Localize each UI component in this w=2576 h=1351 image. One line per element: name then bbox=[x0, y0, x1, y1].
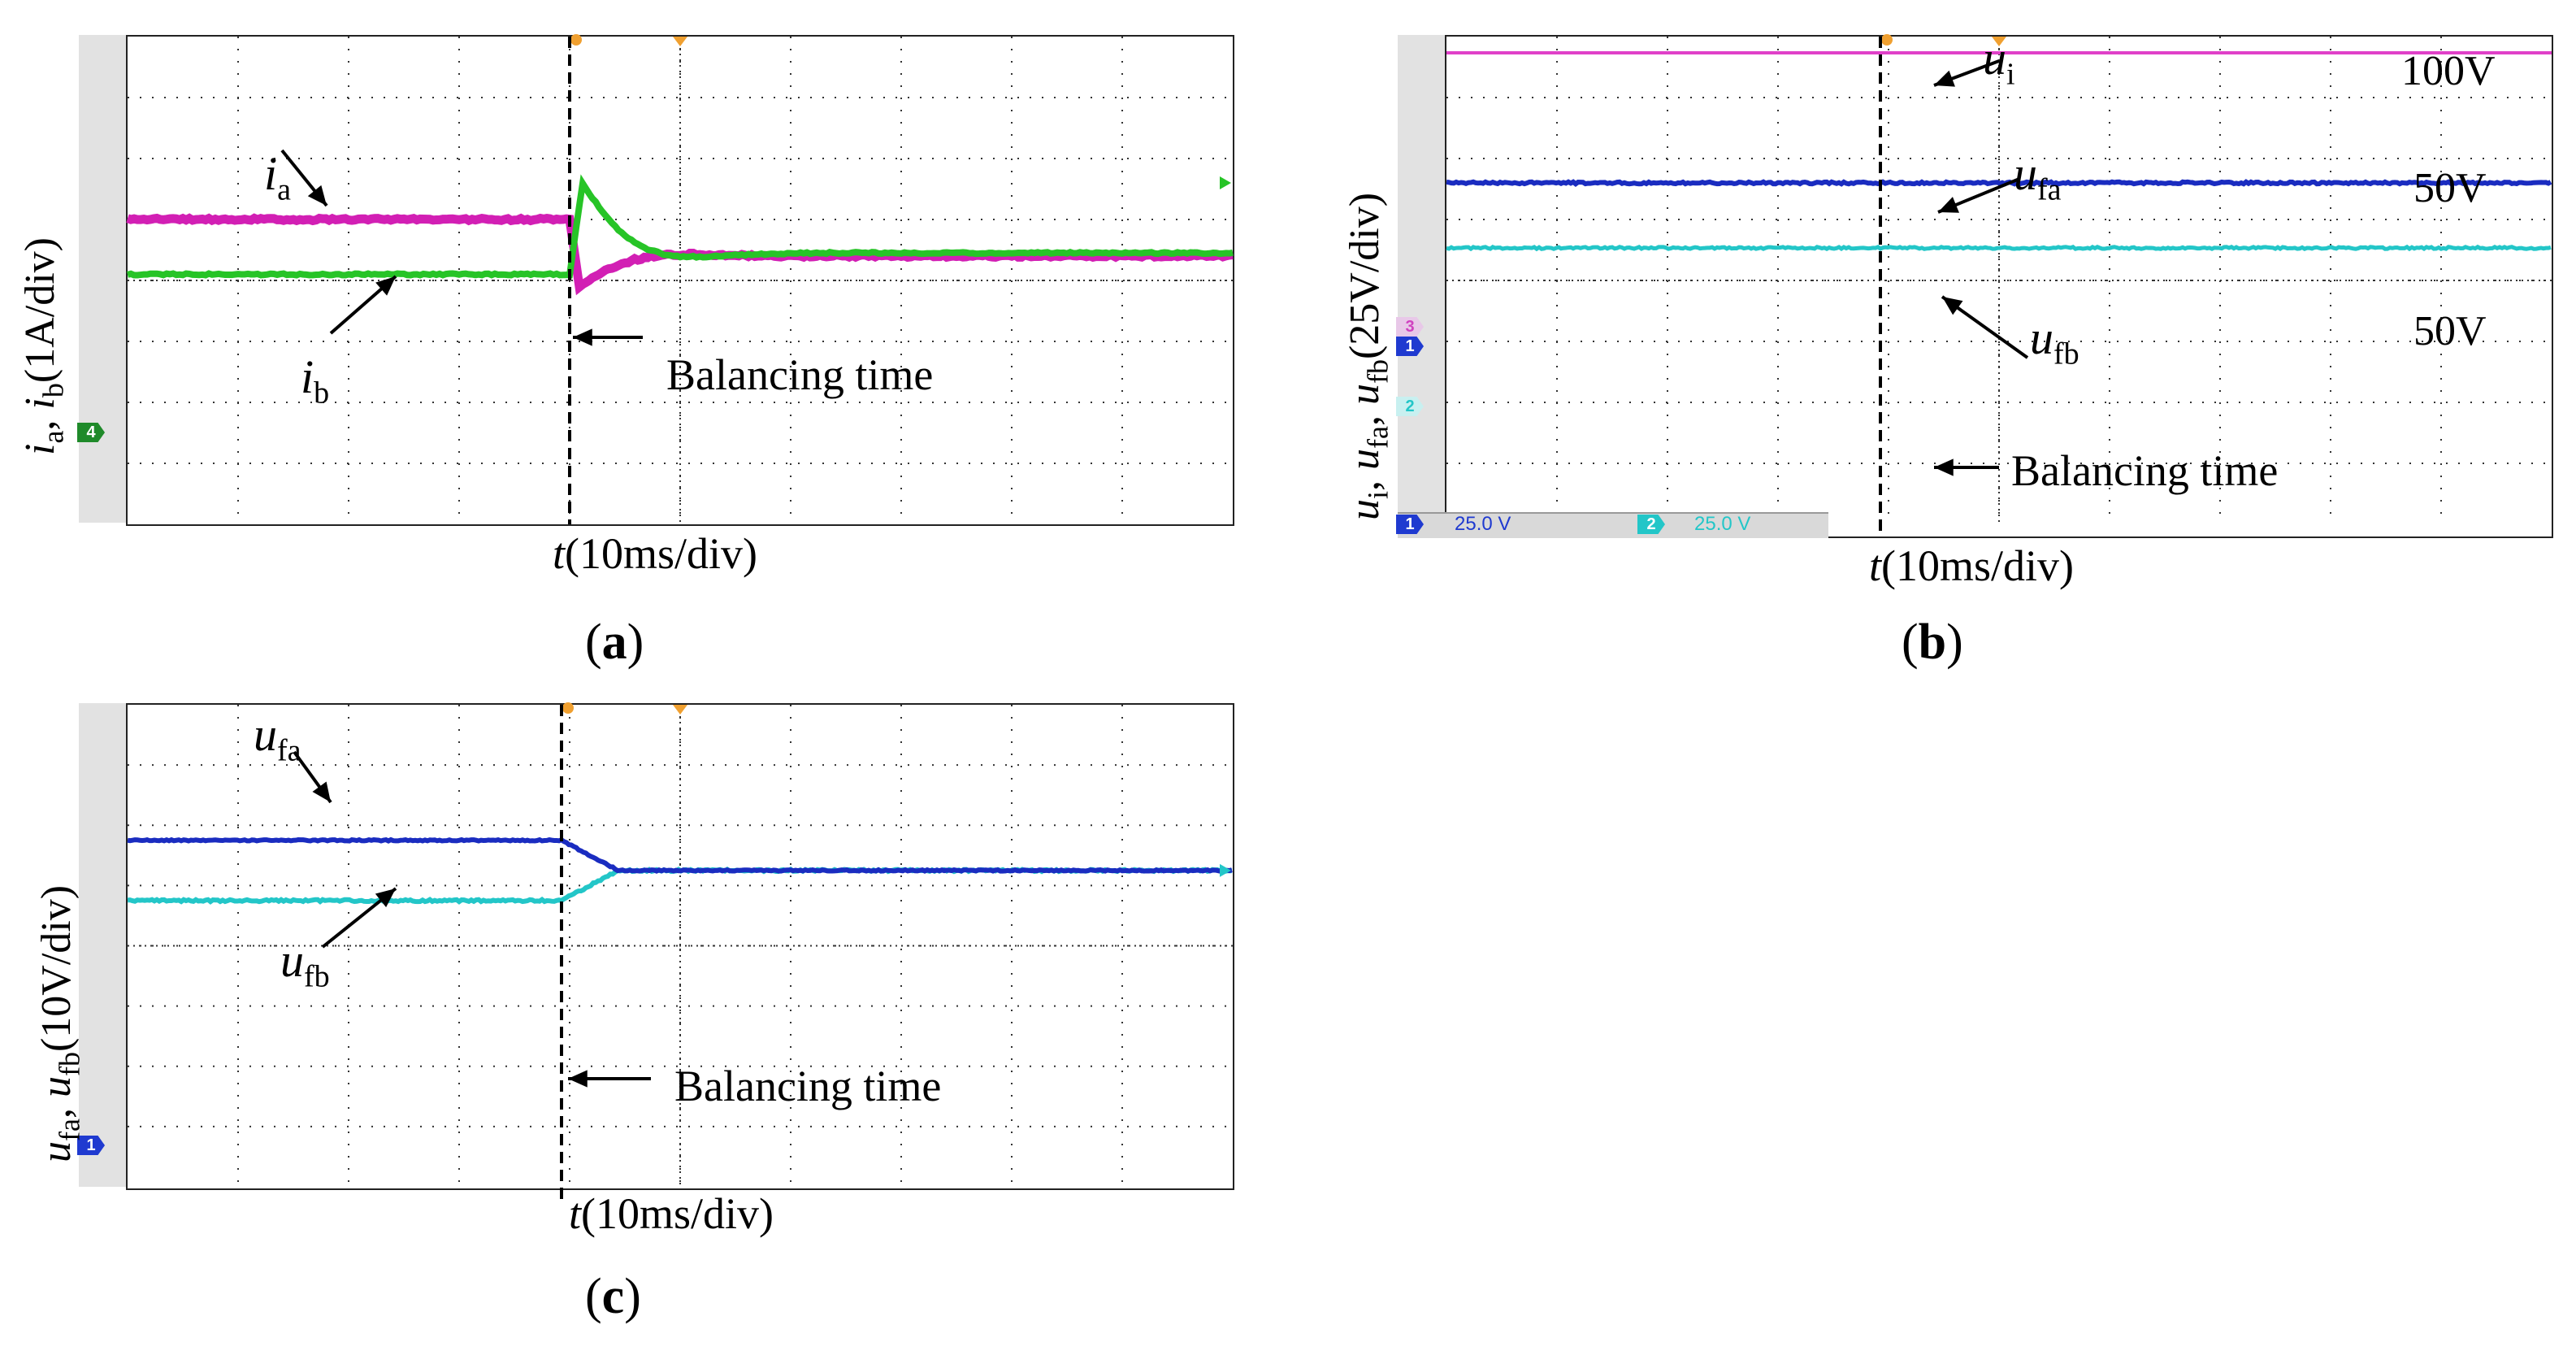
trace-ufb-c-sub: fb bbox=[304, 960, 330, 994]
trigger-marker bbox=[562, 702, 574, 714]
level-label-ui: 100V bbox=[2401, 47, 2496, 95]
balancing-time-label-c: Balancing time bbox=[674, 1061, 941, 1111]
x-axis-label-c: t(10ms/div) bbox=[569, 1188, 774, 1239]
level-label-ufb: 50V bbox=[2413, 307, 2487, 355]
scope-left-strip-a bbox=[79, 35, 128, 523]
status-ch1-scale: 25.0 V bbox=[1455, 513, 1511, 536]
trace-ufb-b bbox=[1446, 247, 2551, 249]
trace-ufa-c bbox=[128, 840, 1232, 871]
y-axis-label-c: ufa, ufb(10V/div) bbox=[33, 885, 86, 1162]
ui-arrow-head bbox=[1934, 71, 1955, 87]
trace-ufa-b-sub: fa bbox=[2037, 173, 2062, 207]
y-c-sub-fb: fb bbox=[53, 1052, 85, 1076]
caption-b: (b) bbox=[1902, 614, 1963, 671]
trigger-marker bbox=[1881, 34, 1893, 46]
balancing-time-label-a: Balancing time bbox=[666, 350, 933, 400]
caption-c: (c) bbox=[585, 1268, 641, 1326]
caption-a-letter: a bbox=[602, 615, 627, 670]
trigger-marker bbox=[570, 34, 582, 46]
balancing-time-label-b: Balancing time bbox=[2011, 445, 2278, 496]
y-b-unit: (25V/div) bbox=[1342, 193, 1388, 359]
y-b-sub-fb: fb bbox=[1361, 359, 1394, 384]
x-axis-label-a: t(10ms/div) bbox=[553, 528, 757, 579]
x-unit-c: (10ms/div) bbox=[581, 1189, 774, 1238]
trace-ia-main: i bbox=[264, 147, 277, 200]
trace-label-ui: ui bbox=[1983, 31, 2015, 93]
y-b-sub-fa: fa bbox=[1361, 426, 1394, 449]
y-c-sub-fa: fa bbox=[53, 1119, 85, 1141]
oscilloscope-plot-a bbox=[128, 37, 1233, 524]
y-b-sub-i: i bbox=[1361, 491, 1394, 499]
x-var-a: t bbox=[553, 529, 565, 578]
trace-ib-sub: b bbox=[314, 376, 329, 411]
y-label-i2: i bbox=[17, 397, 63, 409]
balancing-arrow-a-head bbox=[573, 328, 592, 345]
trace-ia-sub: a bbox=[277, 173, 291, 207]
trace-label-ufb-b: ufb bbox=[2030, 311, 2079, 372]
x-unit-a: (10ms/div) bbox=[565, 529, 757, 578]
level-label-ufa: 50V bbox=[2413, 164, 2487, 212]
ib-ref-marker bbox=[1220, 176, 1231, 189]
status-ch2-scale: 25.0 V bbox=[1694, 513, 1750, 536]
oscilloscope-plot-b bbox=[1446, 37, 2552, 524]
trace-label-ufa-b: ufa bbox=[2014, 146, 2062, 208]
scope-left-strip-b bbox=[1398, 35, 1446, 535]
x-var-c: t bbox=[569, 1189, 581, 1238]
x-unit-b: (10ms/div) bbox=[1881, 541, 2074, 590]
y-label-sub-a: a bbox=[37, 431, 69, 444]
y-label-i: i bbox=[17, 444, 63, 455]
time-ref-marker bbox=[673, 37, 687, 46]
ufa-c-arrow-head bbox=[312, 782, 331, 802]
trace-label-ib: ib bbox=[301, 350, 329, 411]
y-axis-label-b: ui, ufa, ufb(25V/div) bbox=[1341, 193, 1394, 520]
x-axis-label-b: t(10ms/div) bbox=[1869, 541, 2074, 591]
ufb-arrow-head bbox=[1942, 297, 1962, 315]
trace-ufb-b-sub: fb bbox=[2053, 337, 2079, 371]
balancing-arrow-c-head bbox=[568, 1070, 588, 1087]
caption-c-letter: c bbox=[602, 1269, 625, 1324]
trace-ib-main: i bbox=[301, 350, 314, 403]
trace-ufa-c-sub: fa bbox=[277, 734, 301, 768]
ufb-ref-marker bbox=[1220, 864, 1231, 877]
y-label-sub-b: b bbox=[37, 383, 69, 397]
x-var-b: t bbox=[1869, 541, 1881, 590]
trace-label-ufb-c: ufb bbox=[280, 933, 330, 995]
balancing-arrow-b-head bbox=[1934, 458, 1954, 476]
y-label-unit-a: (1A/div) bbox=[17, 237, 63, 383]
trace-label-ia: ia bbox=[264, 146, 291, 208]
y-axis-label-a: ia, ib(1A/div) bbox=[16, 237, 70, 455]
caption-a: (a) bbox=[585, 614, 644, 671]
y-c-unit: (10V/div) bbox=[33, 885, 80, 1052]
trace-ui-sub: i bbox=[2006, 58, 2015, 92]
time-ref-marker bbox=[673, 705, 687, 715]
trace-ufa-b bbox=[1446, 182, 2551, 184]
trace-label-ufa-c: ufa bbox=[254, 707, 301, 769]
caption-b-letter: b bbox=[1919, 615, 1946, 670]
